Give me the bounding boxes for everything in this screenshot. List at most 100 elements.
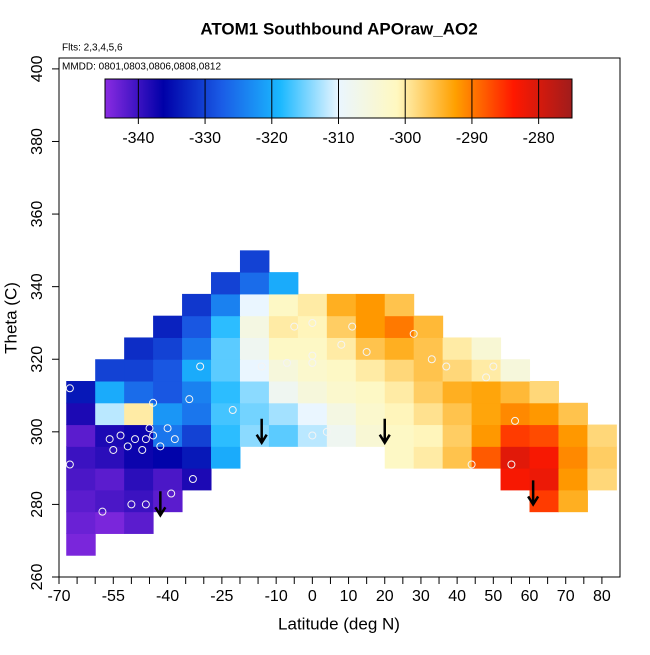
heat-cell (66, 402, 96, 426)
heat-cell (124, 402, 154, 426)
heat-cell (66, 446, 96, 469)
heat-cell (95, 381, 125, 404)
heat-cell (268, 315, 299, 338)
heat-cell (297, 381, 328, 404)
sample-point (427, 355, 436, 364)
heat-cell (268, 293, 299, 317)
sample-point (511, 416, 520, 425)
y-tick-label: 380 (29, 128, 46, 155)
heat-cell (182, 381, 212, 404)
heat-cell (239, 381, 270, 404)
heat-cell (355, 337, 386, 360)
colorbar-tick-label: -310 (322, 130, 354, 147)
heat-cell (66, 424, 96, 447)
x-tick-label: 50 (484, 588, 502, 605)
arrow (255, 418, 268, 446)
x-tick-label: -40 (156, 588, 179, 605)
heat-cell (268, 381, 299, 404)
heat-cell (326, 402, 357, 426)
sample-point (322, 427, 331, 436)
heat-cell (558, 468, 588, 491)
heat-cell (239, 250, 270, 273)
heat-cell (413, 337, 444, 360)
heat-cell (95, 359, 125, 382)
heat-cell (153, 337, 183, 360)
heat-cell (268, 359, 299, 382)
heat-cell (442, 402, 473, 426)
heat-cell (153, 402, 183, 426)
heat-cell (239, 315, 270, 338)
heat-cell (471, 446, 502, 469)
heat-cell (471, 402, 502, 426)
colorbar-tick-label: -330 (189, 130, 221, 147)
heat-cell (182, 359, 212, 382)
heat-cell (182, 337, 212, 360)
arrow (154, 491, 167, 518)
heat-cell (500, 424, 531, 447)
sample-point (228, 406, 237, 415)
y-tick-label: 340 (29, 273, 46, 300)
heat-cell (66, 468, 96, 491)
heat-cell (500, 359, 531, 382)
subtitle: MMDD: 0801,0803,0806,0808,0812 (62, 62, 221, 73)
heat-cell (529, 446, 559, 469)
sample-point (442, 362, 451, 371)
y-axis-label: Theta (C) (1, 282, 20, 354)
heat-cell (268, 402, 299, 426)
sample-point (489, 362, 498, 371)
heat-cell (558, 446, 588, 469)
sample-point (196, 362, 205, 371)
heat-cell (297, 424, 328, 447)
heat-cell (471, 359, 502, 382)
y-tick-label: 360 (29, 201, 46, 228)
heat-cell (529, 468, 559, 491)
x-tick-label: 20 (376, 588, 394, 605)
sample-point (65, 384, 74, 393)
sample-point (467, 460, 476, 469)
sample-point (65, 460, 74, 469)
heat-cell (182, 315, 212, 338)
sample-point (308, 358, 317, 367)
sample-point (138, 445, 147, 454)
heat-cell (587, 424, 617, 447)
x-tick-label: -25 (210, 588, 233, 605)
sample-point (283, 358, 292, 367)
heat-cell (529, 489, 559, 513)
sample-point (149, 431, 158, 440)
heat-cell (355, 381, 386, 404)
heat-cell (326, 359, 357, 382)
heat-cell (326, 381, 357, 404)
heat-cell (211, 315, 241, 338)
sample-point (257, 362, 266, 371)
y-tick-label: 280 (29, 491, 46, 518)
sample-point (141, 500, 150, 509)
heat-cell (442, 424, 473, 447)
heat-cell (66, 489, 96, 513)
sample-point (188, 475, 197, 484)
x-tick-label: 60 (521, 588, 539, 605)
heat-cell (384, 337, 415, 360)
heat-cell (95, 446, 125, 469)
heat-cell (355, 402, 386, 426)
heat-cell (384, 293, 415, 317)
y-tick-label: 260 (29, 564, 46, 591)
heat-cell (153, 359, 183, 382)
heat-cell (442, 446, 473, 469)
heat-cell (124, 359, 154, 382)
heat-cell (239, 293, 270, 317)
sample-point (141, 435, 150, 444)
heat-cell (500, 402, 531, 426)
sample-point (167, 489, 176, 498)
x-tick-label: 80 (593, 588, 611, 605)
sample-point (482, 373, 491, 382)
heat-cell (239, 359, 270, 382)
heat-cell (124, 337, 154, 360)
sample-point (123, 442, 132, 451)
colorbar-tick-label: -300 (389, 130, 421, 147)
heat-cell (182, 402, 212, 426)
heat-cell (66, 381, 96, 404)
heat-cell (558, 402, 588, 426)
heat-cell (239, 402, 270, 426)
heat-cell (413, 446, 444, 469)
